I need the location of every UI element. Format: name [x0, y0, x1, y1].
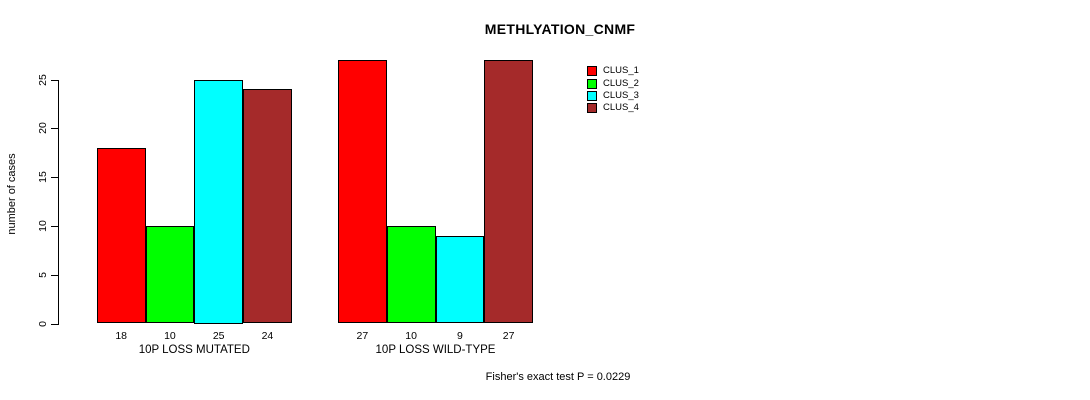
- legend: CLUS_1 CLUS_2 CLUS_3 CLUS_4: [587, 65, 639, 115]
- y-axis-tick: [51, 323, 58, 325]
- y-axis-tick: [51, 128, 58, 130]
- y-axis-tick: [51, 274, 58, 276]
- bar-value-label: 10: [164, 330, 176, 342]
- x-axis-group-label: 10P LOSS WILD-TYPE: [375, 344, 496, 356]
- y-axis-tick-label: 5: [37, 271, 49, 278]
- y-axis-tick: [51, 177, 58, 179]
- y-axis-tick-label: 0: [37, 320, 49, 327]
- y-axis-tick-label: 20: [37, 122, 49, 135]
- legend-label: CLUS_4: [603, 102, 639, 114]
- legend-label: CLUS_3: [603, 89, 639, 101]
- bar-clus_1-group2: [338, 59, 387, 324]
- chart-title: METHLYATION_CNMF: [484, 21, 636, 37]
- bar-clus_4-group2: [484, 59, 533, 324]
- bar-value-label: 10: [405, 330, 417, 342]
- y-axis-tick-label: 10: [37, 220, 49, 232]
- y-axis: [58, 79, 59, 325]
- y-axis-tick: [51, 225, 58, 227]
- y-axis-tick-label: 15: [37, 171, 49, 183]
- footnote-pvalue: Fisher's exact test P = 0.0229: [485, 371, 631, 383]
- legend-item-clus_2: CLUS_2: [587, 77, 639, 89]
- legend-swatch-clus_3: [587, 90, 597, 101]
- legend-swatch-clus_2: [587, 78, 597, 89]
- bar-value-label: 27: [356, 330, 369, 342]
- bar-value-label: 27: [502, 330, 515, 342]
- bar-clus_4-group1: [243, 89, 292, 324]
- y-axis-tick-label: 25: [37, 73, 49, 86]
- y-axis-tick: [51, 79, 58, 81]
- legend-item-clus_3: CLUS_3: [587, 90, 639, 102]
- bar-value-label: 24: [261, 330, 274, 342]
- bar-clus_3-group1: [194, 79, 244, 324]
- legend-label: CLUS_1: [603, 65, 639, 77]
- bar-clus_1-group1: [96, 147, 146, 324]
- bar-value-label: 25: [212, 330, 225, 342]
- legend-swatch-clus_1: [587, 66, 597, 77]
- bar-clus_2-group2: [386, 225, 436, 324]
- x-axis-group-label: 10P LOSS MUTATED: [138, 344, 250, 356]
- legend-item-clus_4: CLUS_4: [587, 102, 639, 114]
- bar-clus_2-group1: [145, 225, 195, 324]
- bar-clus_3-group2: [435, 235, 485, 324]
- legend-item-clus_1: CLUS_1: [587, 65, 639, 77]
- bar-value-label: 9: [456, 330, 463, 342]
- bar-value-label: 18: [115, 330, 128, 342]
- legend-label: CLUS_2: [603, 77, 639, 89]
- legend-swatch-clus_4: [587, 103, 597, 114]
